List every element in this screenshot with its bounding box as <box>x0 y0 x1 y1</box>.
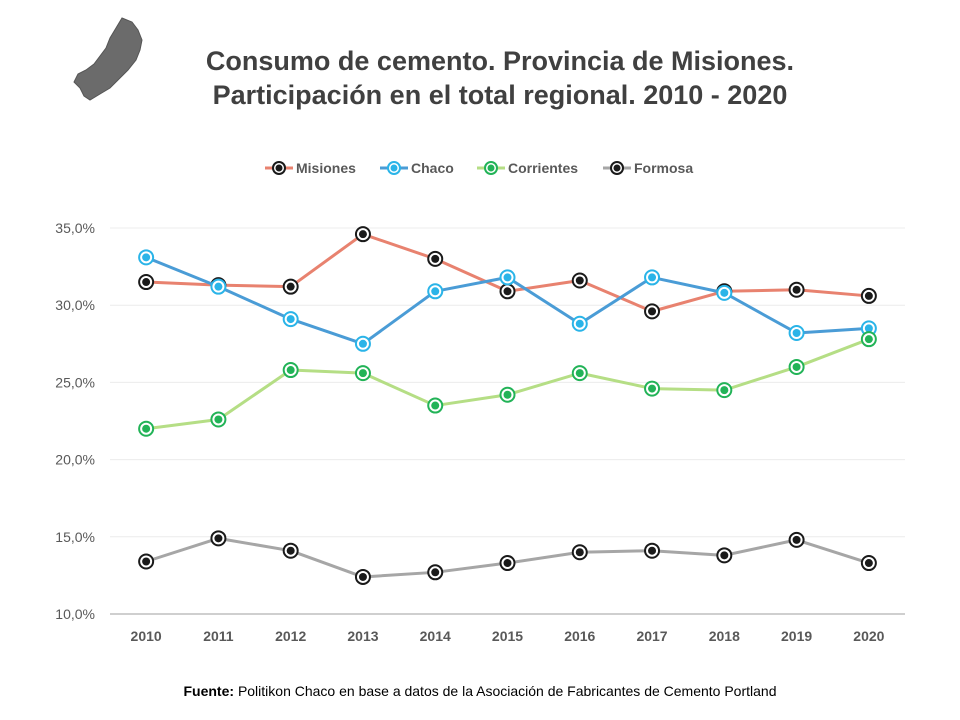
x-tick-label: 2011 <box>203 628 234 644</box>
source-text: Politikon Chaco en base a datos de la As… <box>237 683 777 699</box>
data-point-core-chaco <box>792 328 801 337</box>
data-point-core-chaco <box>720 288 729 297</box>
data-point-core-corrientes <box>575 369 584 378</box>
data-point-core-chaco <box>503 273 512 282</box>
legend-label-misiones: Misiones <box>296 160 356 176</box>
chart-title: Consumo de cemento. Provincia de Misione… <box>150 44 850 112</box>
data-point-core-misiones <box>864 291 873 300</box>
data-point-core-corrientes <box>214 415 223 424</box>
data-point-core-chaco <box>575 319 584 328</box>
data-point-core-formosa <box>720 551 729 560</box>
legend-marker-core-misiones <box>275 164 283 172</box>
legend-label-formosa: Formosa <box>634 160 693 176</box>
data-point-core-misiones <box>503 287 512 296</box>
data-point-core-corrientes <box>286 366 295 375</box>
x-tick-label: 2017 <box>636 628 667 644</box>
chart-title-line-2: Participación en el total regional. 2010… <box>212 80 788 110</box>
data-point-core-chaco <box>286 315 295 324</box>
data-point-core-formosa <box>214 534 223 543</box>
data-point-core-formosa <box>431 568 440 577</box>
x-tick-label: 2013 <box>347 628 378 644</box>
data-point-core-formosa <box>503 559 512 568</box>
legend-marker-core-chaco <box>390 164 398 172</box>
x-tick-label: 2015 <box>492 628 523 644</box>
data-point-core-corrientes <box>431 401 440 410</box>
y-tick-label: 20,0% <box>55 452 95 468</box>
data-point-core-misiones <box>431 254 440 263</box>
data-point-core-chaco <box>358 339 367 348</box>
data-point-core-misiones <box>286 282 295 291</box>
source-label: Fuente: <box>183 683 235 699</box>
chart-title-line-1: Consumo de cemento. Provincia de Misione… <box>205 46 795 76</box>
legend-label-corrientes: Corrientes <box>508 160 578 176</box>
data-point-core-formosa <box>575 548 584 557</box>
data-point-core-corrientes <box>720 386 729 395</box>
data-point-core-corrientes <box>142 424 151 433</box>
data-point-core-misiones <box>142 278 151 287</box>
legend-label-chaco: Chaco <box>411 160 454 176</box>
data-point-core-formosa <box>864 559 873 568</box>
y-tick-label: 15,0% <box>55 529 95 545</box>
data-point-core-corrientes <box>503 390 512 399</box>
y-tick-label: 25,0% <box>55 374 95 390</box>
data-point-core-chaco <box>648 273 657 282</box>
data-point-core-misiones <box>575 276 584 285</box>
x-tick-label: 2020 <box>853 628 884 644</box>
x-tick-label: 2019 <box>781 628 812 644</box>
data-point-core-corrientes <box>358 369 367 378</box>
y-tick-label: 30,0% <box>55 297 95 313</box>
data-point-core-formosa <box>648 546 657 555</box>
x-tick-label: 2014 <box>420 628 451 644</box>
x-tick-label: 2018 <box>709 628 740 644</box>
source-note: Fuente: Politikon Chaco en base a datos … <box>0 683 960 699</box>
data-point-core-formosa <box>142 557 151 566</box>
data-point-core-misiones <box>358 230 367 239</box>
data-point-core-misiones <box>792 285 801 294</box>
y-tick-label: 10,0% <box>55 606 95 622</box>
data-point-core-misiones <box>648 307 657 316</box>
data-point-core-chaco <box>864 324 873 333</box>
data-point-core-chaco <box>431 287 440 296</box>
x-tick-label: 2012 <box>275 628 306 644</box>
x-tick-label: 2016 <box>564 628 595 644</box>
data-point-core-formosa <box>358 572 367 581</box>
x-tick-label: 2010 <box>131 628 162 644</box>
data-point-core-corrientes <box>864 335 873 344</box>
line-chart: 10,0% 15,0% 20,0% 25,0% 30,0% 35,0% 2010 2011 20… <box>55 160 905 644</box>
data-point-core-formosa <box>286 546 295 555</box>
y-tick-label: 35,0% <box>55 220 95 236</box>
legend-marker-core-corrientes <box>487 164 495 172</box>
series-line-corrientes <box>144 337 871 431</box>
data-point-core-corrientes <box>792 362 801 371</box>
misiones-map-icon <box>73 17 143 101</box>
data-point-core-chaco <box>214 282 223 291</box>
data-point-core-formosa <box>792 535 801 544</box>
data-point-core-chaco <box>142 253 151 262</box>
data-point-core-corrientes <box>648 384 657 393</box>
legend-marker-core-formosa <box>613 164 621 172</box>
